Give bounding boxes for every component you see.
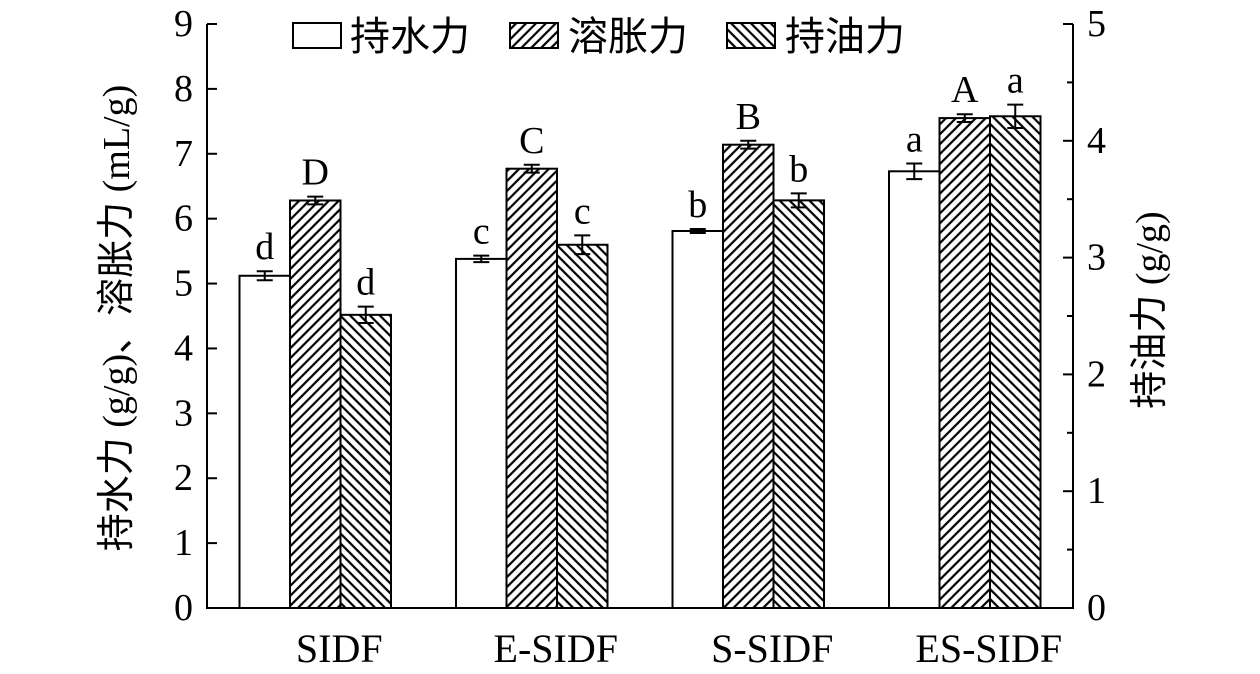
left-y-tick-label: 2 [174, 457, 193, 499]
left-y-tick-label: 3 [174, 392, 193, 434]
left-y-tick-label: 7 [174, 133, 193, 175]
significance-letter-water-holding-sidf: d [255, 226, 274, 268]
right-y-tick-label: 4 [1087, 120, 1106, 162]
left-y-tick-label: 5 [174, 263, 193, 305]
error-bar-swelling-e-sidf [523, 163, 540, 174]
error-bar-oil-holding-sidf [357, 305, 374, 325]
left-y-tick-label: 8 [174, 68, 193, 110]
bar-swelling-e-sidf [505, 167, 558, 610]
bar-water-holding-sidf [238, 274, 291, 609]
bar-swelling-sidf [289, 199, 342, 609]
significance-letter-swelling-s-sidf: B [736, 96, 761, 138]
legend-swatch-oil-holding [726, 22, 776, 49]
bar-oil-holding-e-sidf [556, 243, 609, 609]
error-bar-water-holding-sidf [256, 270, 273, 282]
legend-label-water-holding: 持水力 [350, 14, 470, 59]
x-category-label: ES-SIDF [915, 626, 1062, 671]
bar-water-holding-es-sidf [888, 170, 941, 609]
error-bar-swelling-sidf [307, 195, 324, 206]
right-y-tick-label: 1 [1087, 470, 1106, 512]
bar-water-holding-e-sidf [455, 257, 508, 609]
left-y-tick-label: 9 [174, 3, 193, 45]
legend: 持水力 溶胀力 持油力 [292, 14, 905, 59]
legend-label-swelling: 溶胀力 [568, 14, 688, 59]
bar-water-holding-s-sidf [671, 229, 724, 610]
bar-oil-holding-s-sidf [772, 199, 825, 609]
ticks-layer: 0 1 2 3 4 5 6 7 8 9 0 1 2 3 4 5 [174, 3, 1106, 629]
x-category-label: S-SIDF [711, 626, 833, 671]
error-bar-water-holding-e-sidf [473, 254, 490, 264]
x-category-label: E-SIDF [494, 626, 618, 671]
bar-oil-holding-sidf [339, 313, 392, 609]
significance-letter-oil-holding-sidf: d [356, 262, 375, 304]
bar-swelling-s-sidf [722, 143, 775, 609]
significance-letter-swelling-e-sidf: C [519, 120, 544, 162]
error-bar-swelling-s-sidf [740, 139, 757, 150]
legend-item-swelling: 溶胀力 [509, 14, 688, 59]
legend-swatch-water-holding [292, 22, 342, 49]
significance-letter-water-holding-e-sidf: c [473, 211, 490, 253]
error-bar-oil-holding-e-sidf [574, 234, 591, 256]
significance-letter-oil-holding-e-sidf: c [574, 190, 591, 232]
error-bar-oil-holding-s-sidf [790, 192, 807, 209]
significance-letter-oil-holding-es-sidf: a [1007, 60, 1024, 102]
y-axis-title-right: 持油力 (g/g) [1129, 211, 1171, 408]
error-bar-water-holding-s-sidf [689, 228, 706, 234]
bar-swelling-es-sidf [938, 117, 991, 609]
y-axis-title-left: 持水力 (g/g)、溶胀力 (mL/g) [96, 85, 138, 552]
significance-letter-water-holding-es-sidf: a [906, 119, 923, 161]
legend-item-oil-holding: 持油力 [726, 14, 905, 59]
right-y-tick-label: 2 [1087, 353, 1106, 395]
right-y-tick-label: 5 [1087, 3, 1106, 45]
right-y-tick-label: 0 [1087, 587, 1106, 629]
significance-letter-swelling-sidf: D [302, 152, 329, 194]
x-category-label: SIDF [296, 626, 383, 671]
left-y-tick-label: 0 [174, 587, 193, 629]
significance-letter-oil-holding-s-sidf: b [789, 148, 808, 190]
bars-layer [238, 115, 1042, 610]
legend-label-oil-holding: 持油力 [785, 14, 905, 59]
error-bar-oil-holding-es-sidf [1007, 103, 1024, 129]
legend-item-water-holding: 持水力 [292, 14, 470, 59]
bar-oil-holding-es-sidf [989, 115, 1042, 609]
legend-swatch-swelling [509, 22, 559, 49]
left-y-tick-label: 1 [174, 522, 193, 564]
error-bars-layer [256, 103, 1024, 325]
left-y-tick-label: 6 [174, 198, 193, 240]
error-bar-swelling-es-sidf [956, 113, 973, 123]
significance-letter-swelling-es-sidf: A [951, 69, 979, 111]
category-labels: SIDF E-SIDF S-SIDF ES-SIDF [296, 626, 1062, 671]
error-bar-water-holding-es-sidf [906, 162, 923, 181]
significance-letter-water-holding-s-sidf: b [688, 184, 707, 226]
right-y-tick-label: 3 [1087, 237, 1106, 279]
left-y-tick-label: 4 [174, 327, 193, 369]
